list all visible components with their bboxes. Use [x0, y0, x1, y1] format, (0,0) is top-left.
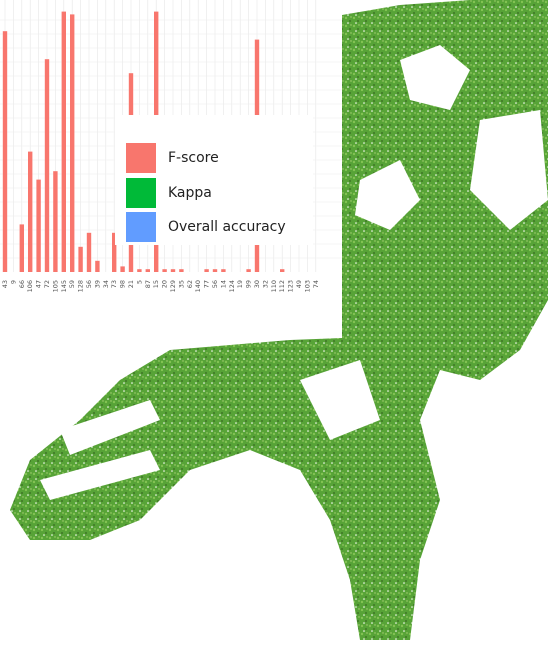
- bar: [146, 269, 150, 272]
- legend-swatch: [126, 143, 156, 173]
- x-tick-label: 15: [152, 280, 160, 288]
- x-tick-label: 112: [278, 280, 286, 292]
- x-tick-label: 19: [236, 280, 244, 288]
- x-tick-label: 9: [9, 280, 17, 284]
- bar: [87, 233, 91, 272]
- x-tick-label: 34: [102, 280, 110, 288]
- x-tick-label: 105: [51, 280, 59, 292]
- x-tick-label: 123: [287, 280, 295, 292]
- x-tick-label: 20: [161, 280, 169, 288]
- bar: [53, 171, 57, 272]
- x-tick-label: 74: [312, 280, 320, 288]
- legend: F-score Kappa Overall accuracy: [115, 115, 313, 245]
- bar: [204, 269, 208, 272]
- bar: [28, 152, 32, 272]
- x-tick-label: 73: [110, 280, 118, 288]
- x-tick-label: 56: [211, 280, 219, 288]
- x-tick-label: 47: [35, 280, 43, 288]
- bar: [45, 59, 49, 272]
- x-tick-label: 14: [219, 280, 227, 288]
- legend-label: Kappa: [168, 185, 212, 201]
- x-tick-label: 77: [203, 280, 211, 288]
- bar: [171, 269, 175, 272]
- bar: [246, 269, 250, 272]
- bar: [78, 247, 82, 272]
- bar: [137, 269, 141, 272]
- x-tick-label: 49: [295, 280, 303, 288]
- legend-swatch: [126, 212, 156, 242]
- x-tick-label: 103: [303, 280, 311, 292]
- bar: [20, 224, 24, 272]
- legend-swatch: [126, 178, 156, 208]
- bar: [221, 269, 225, 272]
- bar: [62, 12, 66, 272]
- x-tick-label: 66: [18, 280, 26, 288]
- x-tick-label: 59: [68, 280, 76, 288]
- x-tick-label: 39: [93, 280, 101, 288]
- bar: [162, 269, 166, 272]
- bar: [213, 269, 217, 272]
- bar: [179, 269, 183, 272]
- x-tick-label: 124: [228, 280, 236, 292]
- x-tick-label: 106: [26, 280, 34, 292]
- bar: [120, 266, 124, 272]
- x-tick-label: 99: [245, 280, 253, 288]
- x-tick-label: 32: [261, 280, 269, 288]
- x-tick-label: 30: [253, 280, 261, 288]
- bar: [3, 31, 7, 272]
- bar: [36, 180, 40, 272]
- x-tick-label: 87: [144, 280, 152, 288]
- x-tick-label: 129: [169, 280, 177, 292]
- screenshot: 4396610647721051455912856393473982158715…: [0, 0, 548, 645]
- x-tick-label: 43: [1, 280, 9, 288]
- x-tick-label: 35: [177, 280, 185, 288]
- x-tick-label: 56: [85, 280, 93, 288]
- bar: [280, 269, 284, 272]
- bar: [95, 261, 99, 272]
- legend-label: F-score: [168, 150, 219, 166]
- x-tick-label: 62: [186, 280, 194, 288]
- x-tick-label: 98: [119, 280, 127, 288]
- x-tick-label: 72: [43, 280, 51, 288]
- bar: [70, 14, 74, 272]
- x-tick-label: 110: [270, 280, 278, 292]
- x-tick-label: 21: [127, 280, 135, 288]
- x-tick-label: 145: [60, 280, 68, 292]
- x-tick-label: 128: [77, 280, 85, 292]
- legend-label: Overall accuracy: [168, 219, 286, 235]
- x-tick-label: 5: [135, 280, 143, 284]
- x-tick-label: 140: [194, 280, 202, 292]
